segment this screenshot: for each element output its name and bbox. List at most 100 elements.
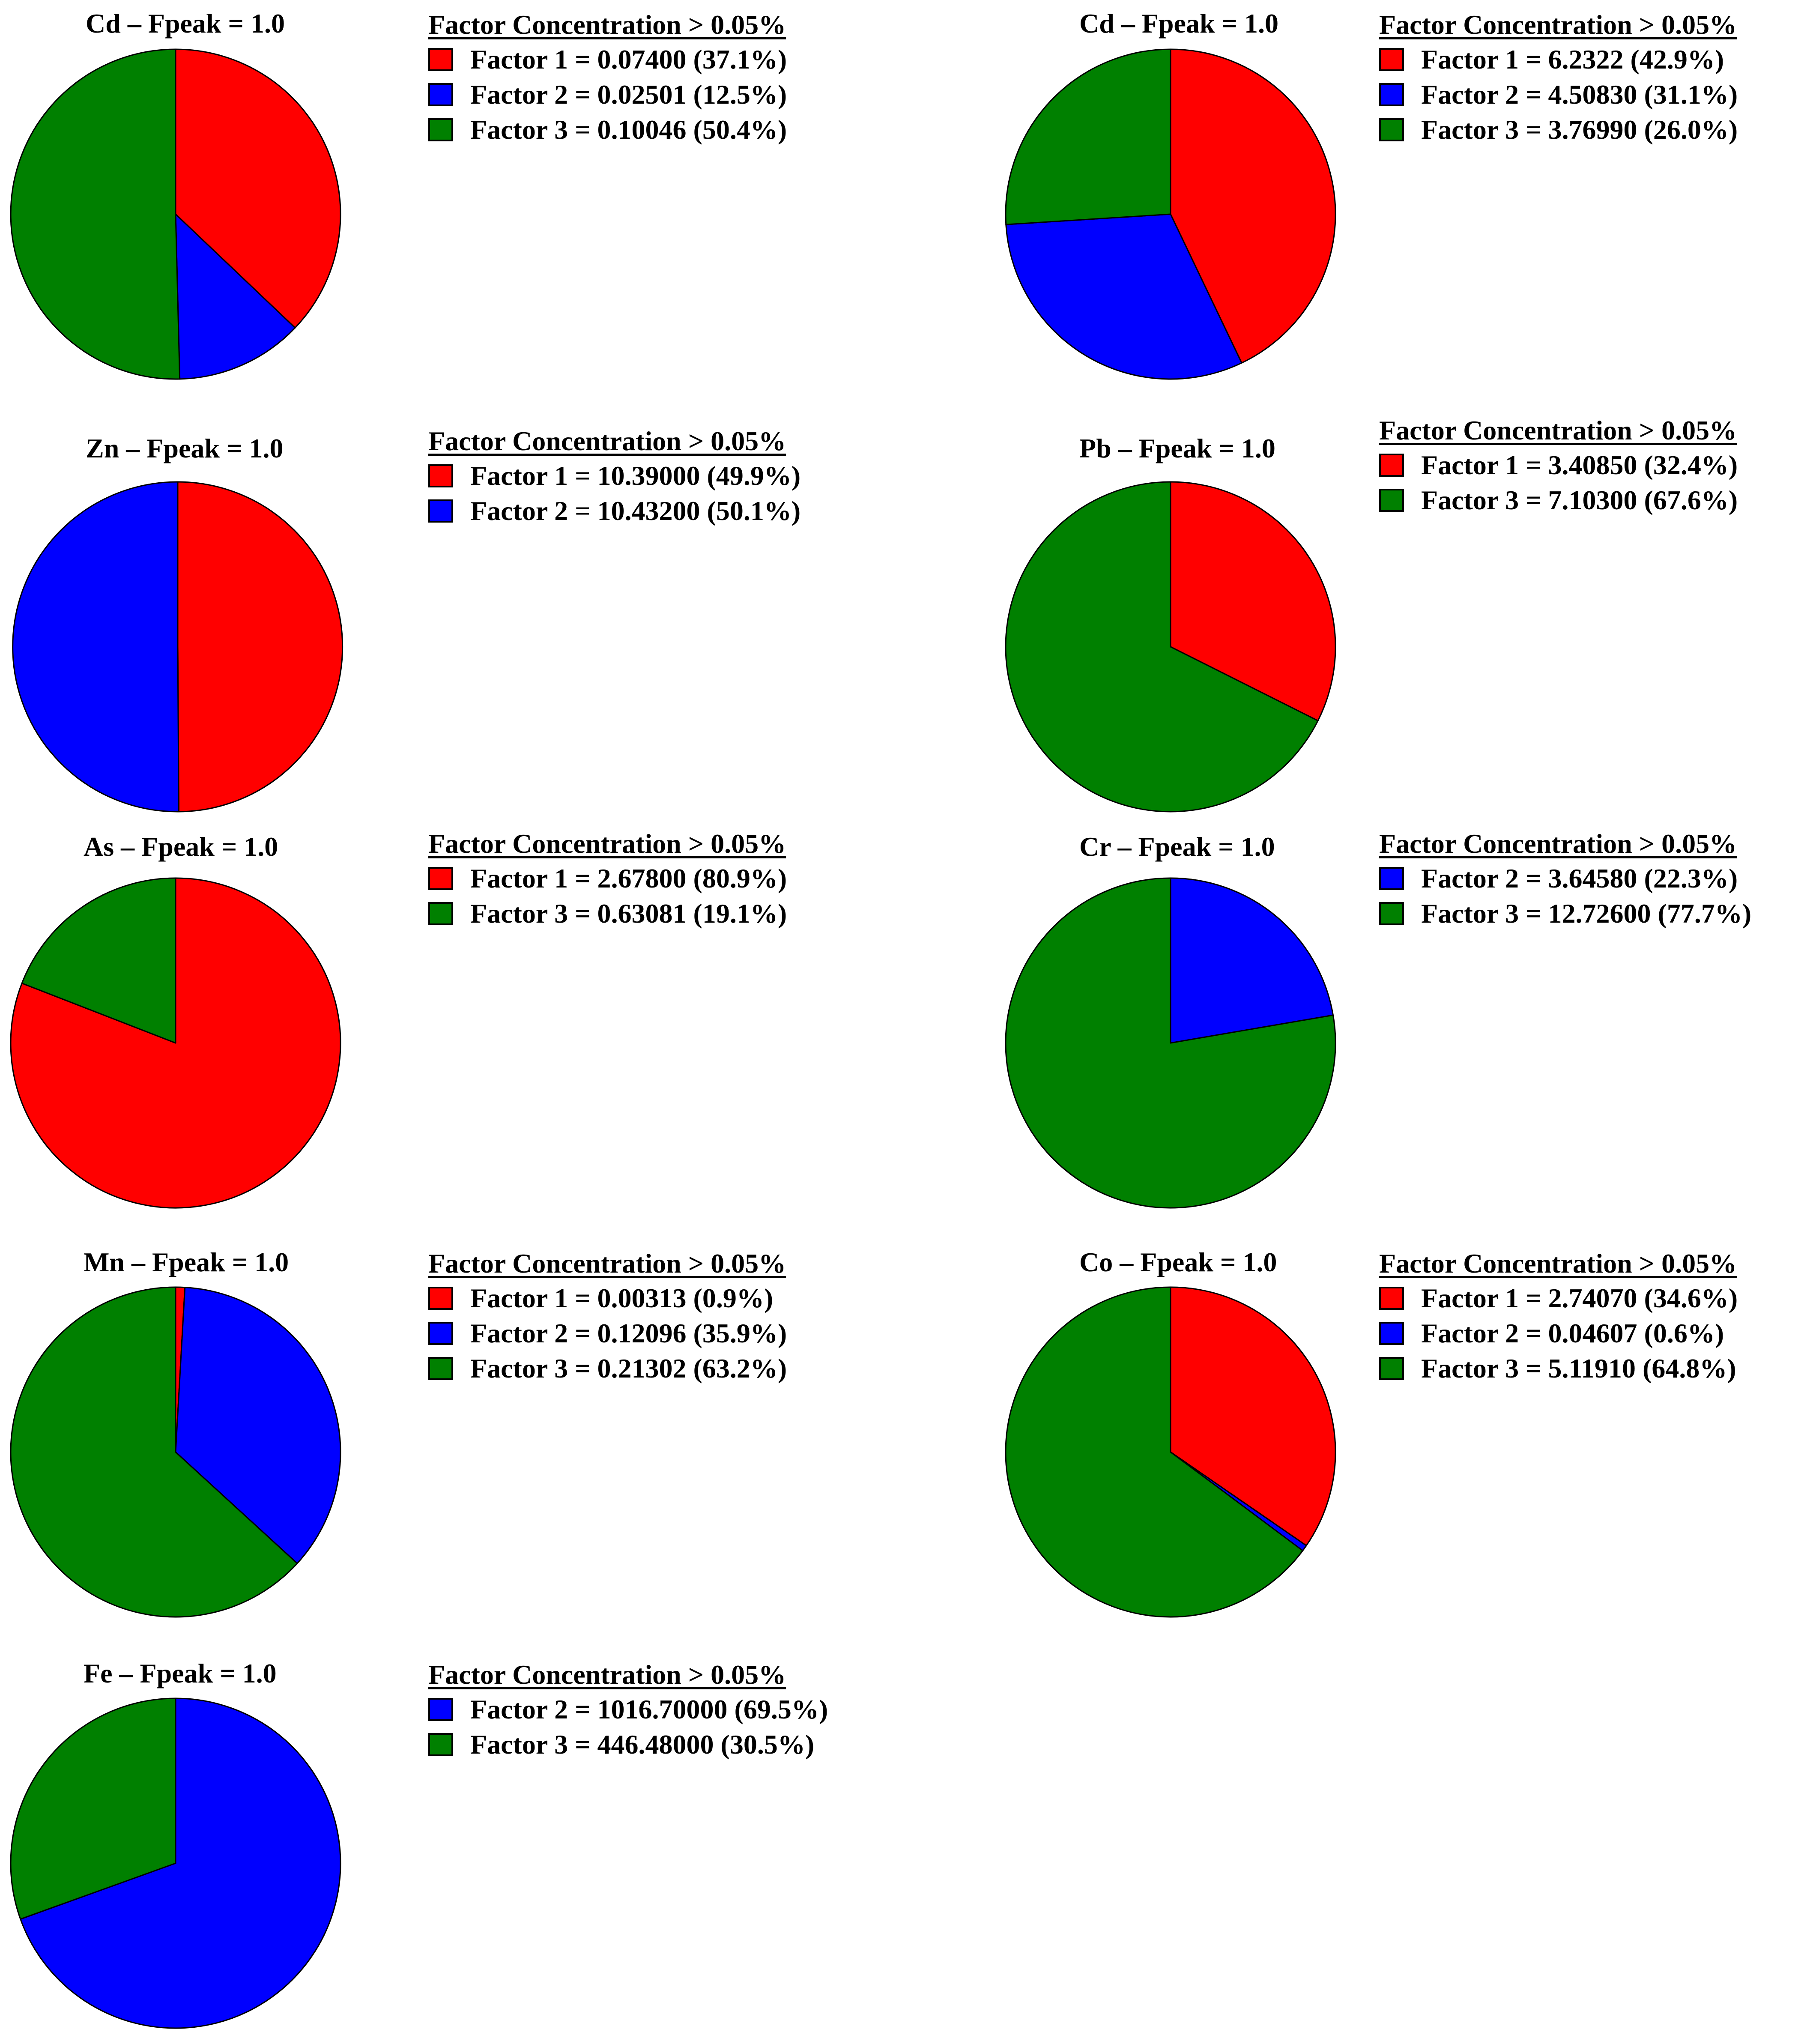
pie-slice-factor-1 bbox=[175, 48, 341, 329]
legend-swatch bbox=[428, 1322, 453, 1345]
legend-title: Factor Concentration > 0.05% bbox=[1379, 828, 1737, 859]
pie-panel-fe-9: Fe – Fpeak = 1.0 Factor Concentration > 0… bbox=[0, 1645, 878, 2030]
pie-title: Cd – Fpeak = 1.0 bbox=[1079, 8, 1278, 39]
legend-item-factor-3: Factor 3 = 446.48000 (30.5%) bbox=[428, 1727, 828, 1762]
pie-title: As – Fpeak = 1.0 bbox=[84, 831, 278, 862]
legend-label: Factor 1 = 10.39000 (49.9%) bbox=[470, 460, 801, 491]
legend-label: Factor 2 = 4.50830 (31.1%) bbox=[1421, 79, 1738, 110]
legend-item-factor-1: Factor 1 = 3.40850 (32.4%) bbox=[1379, 448, 1738, 483]
legend-swatch bbox=[1379, 454, 1404, 477]
legend-swatch bbox=[428, 1698, 453, 1721]
legend-item-factor-3: Factor 3 = 0.21302 (63.2%) bbox=[428, 1351, 787, 1386]
pie-panel-co-8: Co – Fpeak = 1.0 Factor Concentration > 0… bbox=[994, 1234, 1813, 1619]
pie-chart bbox=[10, 877, 341, 1209]
legend-swatch bbox=[1379, 1287, 1404, 1310]
legend-title: Factor Concentration > 0.05% bbox=[428, 1659, 786, 1690]
legend-item-factor-2: Factor 2 = 0.04607 (0.6%) bbox=[1379, 1316, 1738, 1351]
legend-item-factor-1: Factor 1 = 2.67800 (80.9%) bbox=[428, 861, 787, 896]
legend-swatch bbox=[428, 1357, 453, 1380]
legend-item-factor-1: Factor 1 = 10.39000 (49.9%) bbox=[428, 458, 800, 493]
pie-panel-cr-6: Cr – Fpeak = 1.0 Factor Concentration > 0… bbox=[994, 822, 1813, 1209]
legend-item-factor-2: Factor 2 = 4.50830 (31.1%) bbox=[1379, 77, 1738, 112]
legend: Factor Concentration > 0.05% Factor 2 = 3… bbox=[1379, 827, 1751, 931]
legend-label: Factor 1 = 0.00313 (0.9%) bbox=[470, 1283, 774, 1313]
legend-swatch bbox=[1379, 867, 1404, 890]
legend-swatch bbox=[1379, 118, 1404, 141]
legend-item-factor-3: Factor 3 = 5.11910 (64.8%) bbox=[1379, 1351, 1738, 1386]
pie-title: Mn – Fpeak = 1.0 bbox=[84, 1247, 289, 1277]
pie-slice-factor-1 bbox=[1170, 1286, 1336, 1546]
pie-slice-factor-3 bbox=[10, 48, 181, 380]
pie-slice-factor-3 bbox=[21, 877, 176, 1044]
legend-label: Factor 3 = 12.72600 (77.7%) bbox=[1421, 898, 1752, 929]
legend-label: Factor 1 = 2.67800 (80.9%) bbox=[470, 863, 787, 894]
legend-item-factor-3: Factor 3 = 12.72600 (77.7%) bbox=[1379, 896, 1751, 931]
legend-swatch bbox=[428, 867, 453, 890]
legend-label: Factor 2 = 0.04607 (0.6%) bbox=[1421, 1318, 1724, 1348]
legend-swatch bbox=[428, 118, 453, 141]
legend-title: Factor Concentration > 0.05% bbox=[428, 1248, 786, 1279]
legend-label: Factor 3 = 7.10300 (67.6%) bbox=[1421, 485, 1738, 515]
pie-panel-mn-7: Mn – Fpeak = 1.0 Factor Concentration > 0… bbox=[0, 1234, 878, 1619]
pie-slice-factor-3 bbox=[10, 1286, 298, 1618]
legend-label: Factor 2 = 0.12096 (35.9%) bbox=[470, 1318, 787, 1348]
legend-label: Factor 1 = 6.2322 (42.9%) bbox=[1421, 44, 1724, 75]
pie-title: Cd – Fpeak = 1.0 bbox=[86, 8, 285, 39]
legend-item-factor-3: Factor 3 = 7.10300 (67.6%) bbox=[1379, 483, 1738, 518]
legend-label: Factor 3 = 0.21302 (63.2%) bbox=[470, 1353, 787, 1384]
pie-chart bbox=[1005, 1286, 1336, 1618]
legend-item-factor-2: Factor 2 = 3.64580 (22.3%) bbox=[1379, 861, 1751, 896]
pie-chart bbox=[1005, 481, 1336, 813]
legend-item-factor-3: Factor 3 = 0.10046 (50.4%) bbox=[428, 112, 787, 147]
pie-title: Fe – Fpeak = 1.0 bbox=[84, 1658, 277, 1688]
legend-title: Factor Concentration > 0.05% bbox=[1379, 1248, 1737, 1279]
pie-title: Pb – Fpeak = 1.0 bbox=[1079, 433, 1275, 463]
pie-chart bbox=[10, 1286, 341, 1618]
pie-panel-pb-4: Pb – Fpeak = 1.0 Factor Concentration > 0… bbox=[994, 415, 1813, 813]
legend-item-factor-3: Factor 3 = 3.76990 (26.0%) bbox=[1379, 112, 1738, 147]
legend: Factor Concentration > 0.05% Factor 1 = 6… bbox=[1379, 8, 1738, 147]
legend-swatch bbox=[428, 499, 453, 523]
pie-chart bbox=[10, 1697, 341, 2029]
legend-swatch bbox=[428, 1733, 453, 1756]
legend-swatch bbox=[428, 48, 453, 71]
legend-item-factor-1: Factor 1 = 6.2322 (42.9%) bbox=[1379, 42, 1738, 77]
legend-label: Factor 2 = 3.64580 (22.3%) bbox=[1421, 863, 1738, 894]
legend: Factor Concentration > 0.05% Factor 1 = 0… bbox=[428, 8, 787, 147]
legend-label: Factor 3 = 446.48000 (30.5%) bbox=[470, 1729, 815, 1760]
pie-title: Cr – Fpeak = 1.0 bbox=[1079, 831, 1275, 862]
legend-swatch bbox=[1379, 1322, 1404, 1345]
legend-swatch bbox=[428, 1287, 453, 1310]
pie-slice-factor-3 bbox=[1005, 48, 1171, 225]
legend-item-factor-1: Factor 1 = 2.74070 (34.6%) bbox=[1379, 1281, 1738, 1316]
pie-slice-factor-3 bbox=[1005, 481, 1319, 813]
pie-slice-factor-2 bbox=[175, 213, 296, 380]
legend-title: Factor Concentration > 0.05% bbox=[428, 426, 786, 456]
pie-slice-factor-1 bbox=[1170, 48, 1336, 364]
legend-item-factor-2: Factor 2 = 0.12096 (35.9%) bbox=[428, 1316, 787, 1351]
legend: Factor Concentration > 0.05% Factor 1 = 2… bbox=[1379, 1246, 1738, 1386]
legend: Factor Concentration > 0.05% Factor 1 = 1… bbox=[428, 424, 800, 529]
pie-chart bbox=[12, 481, 343, 813]
legend-swatch bbox=[1379, 489, 1404, 512]
legend-item-factor-2: Factor 2 = 0.02501 (12.5%) bbox=[428, 77, 787, 112]
pie-slice-factor-2 bbox=[20, 1697, 341, 2029]
legend-label: Factor 3 = 5.11910 (64.8%) bbox=[1421, 1353, 1736, 1384]
pie-slice-factor-3 bbox=[10, 1697, 176, 1920]
legend-label: Factor 2 = 0.02501 (12.5%) bbox=[470, 79, 787, 110]
legend-title: Factor Concentration > 0.05% bbox=[428, 828, 786, 859]
pie-slice-factor-1 bbox=[177, 481, 343, 813]
legend-label: Factor 3 = 3.76990 (26.0%) bbox=[1421, 114, 1738, 145]
legend-item-factor-1: Factor 1 = 0.00313 (0.9%) bbox=[428, 1281, 787, 1316]
pie-chart bbox=[1005, 48, 1336, 380]
legend-item-factor-2: Factor 2 = 10.43200 (50.1%) bbox=[428, 493, 800, 529]
legend-title: Factor Concentration > 0.05% bbox=[428, 9, 786, 40]
legend-swatch bbox=[428, 464, 453, 487]
pie-panel-as-5: As – Fpeak = 1.0 Factor Concentration > 0… bbox=[0, 822, 878, 1209]
legend-label: Factor 1 = 3.40850 (32.4%) bbox=[1421, 450, 1738, 480]
legend-swatch bbox=[1379, 83, 1404, 106]
pie-chart bbox=[10, 48, 341, 380]
pie-slice-factor-1 bbox=[1170, 481, 1336, 722]
legend-swatch bbox=[428, 83, 453, 106]
pie-chart bbox=[1005, 877, 1336, 1209]
